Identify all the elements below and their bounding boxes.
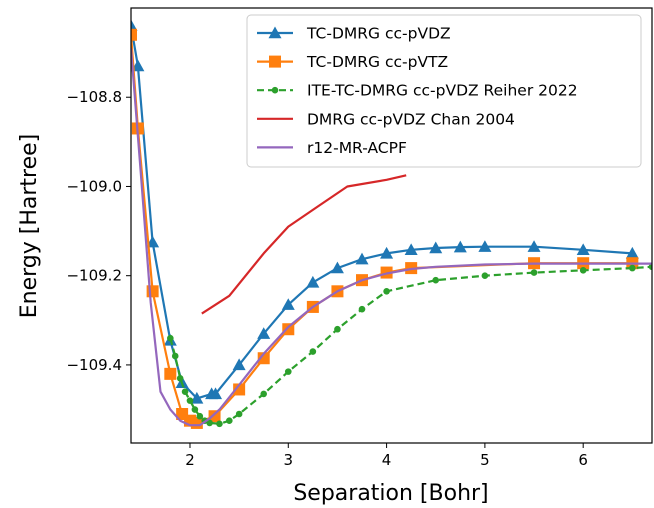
legend-label: r12-MR-ACPF <box>307 139 407 157</box>
legend-label: DMRG cc-pVDZ Chan 2004 <box>307 110 515 128</box>
data-point <box>131 28 137 41</box>
x-tick-label: 6 <box>578 451 588 469</box>
legend-entry: TC-DMRG cc-pVTZ <box>257 53 448 71</box>
data-point <box>432 276 440 284</box>
data-point <box>186 397 194 404</box>
legend-entry: ITE-TC-DMRG cc-pVDZ Reiher 2022 <box>257 82 578 100</box>
data-point <box>208 410 221 423</box>
data-point <box>429 241 443 254</box>
data-point <box>648 263 652 271</box>
y-tick-label: −108.8 <box>66 88 122 106</box>
data-point <box>358 305 366 313</box>
data-point <box>164 367 177 380</box>
legend-marker <box>268 26 282 39</box>
legend-entry: TC-DMRG cc-pVDZ <box>257 25 451 43</box>
series-4 <box>131 48 652 427</box>
plot-area <box>131 19 652 429</box>
data-point <box>233 383 246 396</box>
data-point <box>235 410 243 418</box>
data-point <box>334 325 341 333</box>
data-point <box>478 240 492 252</box>
data-point <box>284 368 292 375</box>
data-point <box>309 348 317 355</box>
data-point <box>190 391 204 404</box>
data-point <box>257 327 271 339</box>
x-axis: 2 3 4 5 6 <box>185 443 588 469</box>
data-point <box>579 267 587 274</box>
series-line <box>169 265 652 425</box>
legend-entry: DMRG cc-pVDZ Chan 2004 <box>257 110 515 128</box>
data-point <box>404 243 418 256</box>
data-point <box>355 252 369 265</box>
series-line <box>131 48 652 427</box>
data-point <box>453 240 467 253</box>
legend-label: ITE-TC-DMRG cc-pVDZ Reiher 2022 <box>307 82 578 100</box>
data-point <box>576 243 590 256</box>
legend-label: TC-DMRG cc-pVTZ <box>306 53 448 71</box>
y-tick-label: −109.4 <box>66 356 122 374</box>
data-point <box>380 246 394 259</box>
data-point <box>260 390 268 398</box>
data-point <box>131 19 138 32</box>
data-point <box>629 264 636 272</box>
data-point <box>196 412 204 420</box>
data-point <box>527 240 541 252</box>
y-tick-label: −109.2 <box>66 267 122 285</box>
data-point <box>530 269 538 276</box>
data-point <box>330 261 344 274</box>
legend-entry: r12-MR-ACPF <box>257 139 407 157</box>
data-point <box>282 323 295 336</box>
series-2 <box>167 263 652 428</box>
data-point <box>257 352 270 365</box>
legend-label: TC-DMRG cc-pVDZ <box>306 25 451 43</box>
data-point <box>171 352 179 360</box>
y-axis-label: Energy [Hartree] <box>17 134 42 319</box>
data-point <box>167 334 174 342</box>
data-point <box>232 358 246 371</box>
y-tick-label: −109.0 <box>66 177 122 195</box>
series-3 <box>201 174 407 315</box>
x-tick-label: 3 <box>284 451 294 469</box>
series-line <box>201 174 407 315</box>
data-point <box>226 417 233 424</box>
x-tick-label: 2 <box>185 451 195 469</box>
data-point <box>306 275 320 288</box>
legend: TC-DMRG cc-pVDZ TC-DMRG cc-pVTZ ITE-TC-DMR… <box>246 14 642 168</box>
data-point <box>216 420 223 428</box>
axes-frame <box>130 7 653 444</box>
x-tick-label: 4 <box>382 451 392 469</box>
legend-box <box>246 14 642 168</box>
data-point <box>191 406 199 413</box>
data-point <box>383 288 390 295</box>
data-point <box>176 375 184 382</box>
x-tick-label: 5 <box>480 451 490 469</box>
data-point <box>481 272 489 279</box>
data-point <box>209 387 223 400</box>
x-axis-label: Separation [Bohr] <box>293 481 488 506</box>
data-point <box>181 388 189 395</box>
legend-marker <box>271 86 279 94</box>
legend-marker <box>269 55 281 68</box>
data-point <box>131 59 145 72</box>
y-axis: −109.4 −109.2 −109.0 −108.8 <box>66 88 131 374</box>
data-point <box>281 298 295 310</box>
data-point <box>206 419 213 427</box>
data-point <box>625 246 639 259</box>
